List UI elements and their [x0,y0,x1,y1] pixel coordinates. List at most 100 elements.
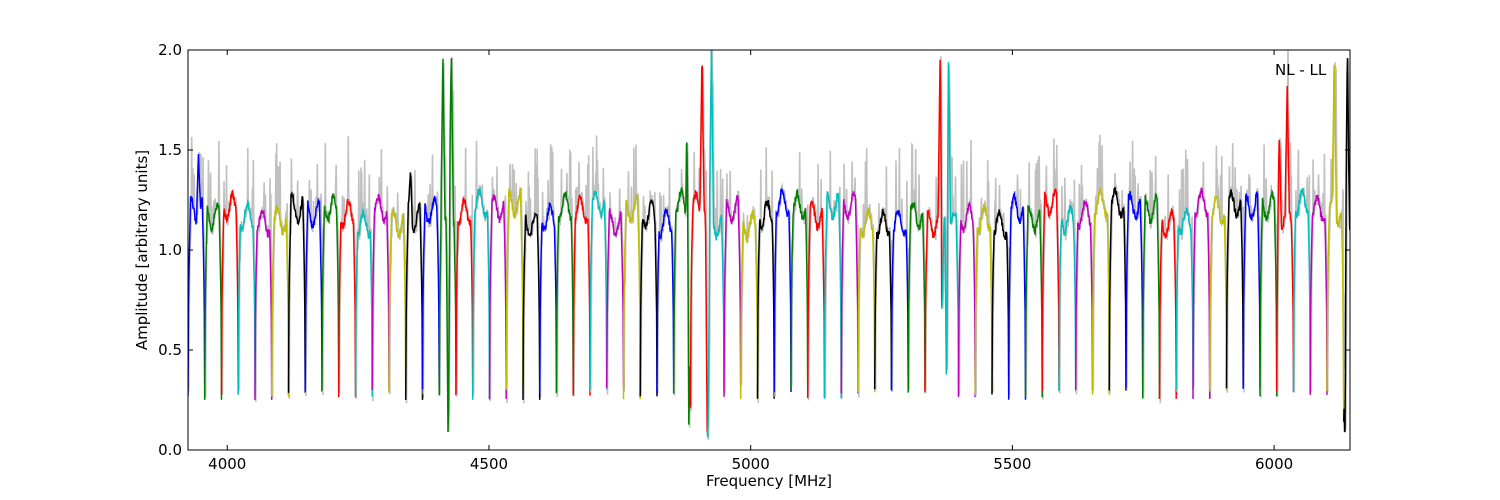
reference-trace-segment [489,166,508,404]
subband-trace [371,193,390,391]
subband-trace [1125,191,1144,389]
reference-trace-segment [1142,155,1162,404]
reference-trace-segment [539,144,559,391]
reference-trace-segment [472,140,492,402]
subband-trace [1292,187,1311,393]
subband-trace [1242,191,1261,389]
subband-trace [1058,204,1077,392]
subband-trace [806,200,826,398]
subband-trace [1208,194,1228,391]
subband-trace [857,207,876,393]
subband-trace [605,208,625,389]
subband-trace [840,191,859,394]
subband-trace [639,199,658,397]
subband-trace [421,195,440,390]
subband-trace [773,187,792,393]
subband-trace [254,209,273,400]
subband-trace [1007,190,1027,400]
x-tick-label: 6000 [1255,455,1293,473]
subband-trace [455,197,474,395]
y-tick-label: 1.5 [158,141,182,159]
subband-trace [354,207,373,397]
reference-trace-segment [1226,143,1245,393]
polarization-annotation: NL - LL [1275,61,1327,79]
reference-trace-segment [1126,140,1145,392]
reference-trace-segment [1025,155,1044,400]
reference-trace-segment [372,149,391,395]
reference-trace-segment [1260,144,1279,398]
subband-trace [589,190,608,390]
subband-trace [572,194,591,396]
subband-trace [1074,199,1094,390]
subband-trace [672,142,692,425]
reference-trace-segment [556,149,575,398]
reference-trace-segment [791,152,810,390]
subband-trace [1108,187,1127,391]
y-tick-label: 1.0 [158,241,182,259]
subband-trace [555,190,574,394]
subband-trace [957,200,976,398]
subband-trace [237,198,256,395]
x-tick-label: 5000 [732,455,770,473]
subband-trace [1175,207,1194,390]
reference-trace-segment [1075,164,1095,395]
subband-trace [538,202,558,394]
reference-trace-segment [523,148,542,404]
x-tick-label: 4000 [208,455,246,473]
subband-trace [388,206,407,393]
reference-trace-segment [422,154,441,395]
subband-trace [1158,207,1177,399]
subband-trace [1041,188,1060,391]
subband-trace [790,189,809,391]
subband-trace [438,58,457,433]
subband-trace [924,59,943,392]
subband-trace [1342,57,1350,433]
y-axis: 0.0 0.5 1.0 1.5 2.0 [158,41,1350,459]
subband-trace [522,212,541,400]
y-tick-label: 0.5 [158,341,182,359]
reference-trace-segment [1276,50,1296,390]
reference-trace-segment [322,143,341,396]
reference-trace-segment [255,178,274,402]
subband-trace [321,193,340,391]
subband-trace [706,50,725,438]
reference-trace-segment [573,155,592,397]
subband-trace [1091,187,1110,395]
subband-trace [505,187,524,390]
subband-trace [488,194,507,399]
subband-trace [656,207,675,393]
subband-trace [287,191,306,393]
reference-trace-segment [204,140,224,398]
subband-trace [1141,192,1161,399]
subband-trace [622,194,641,400]
reference-trace-segment [405,170,425,404]
subband-trace [873,208,893,390]
subband-trace [907,201,926,393]
reference-trace-segment [1343,59,1350,433]
reference-trace-segment [824,150,843,399]
subband-trace [203,202,223,400]
reference-trace-segment [305,164,324,397]
reference-trace-segment [858,148,877,393]
subband-trace [304,197,323,392]
reference-trace-segment [1327,62,1346,373]
subband-trace [337,198,357,398]
reference-trace-segment [456,147,475,397]
subband-trace [689,64,708,433]
reference-trace-segment [640,190,659,394]
subband-trace [1024,204,1043,398]
subband-trace [1309,194,1328,395]
reference-trace-segment [1159,174,1178,400]
y-tick-label: 0.0 [158,441,182,459]
subband-trace [823,191,842,399]
subband-trace [756,200,775,399]
subband-trace [723,195,742,397]
subband-trace [739,210,759,400]
reference-trace-segment [841,161,860,398]
reference-trace-segment [590,135,609,395]
subband-trace [220,189,239,395]
subband-trace [1225,189,1244,389]
reference-trace-segment [992,177,1011,396]
subband-trace [1275,85,1295,393]
